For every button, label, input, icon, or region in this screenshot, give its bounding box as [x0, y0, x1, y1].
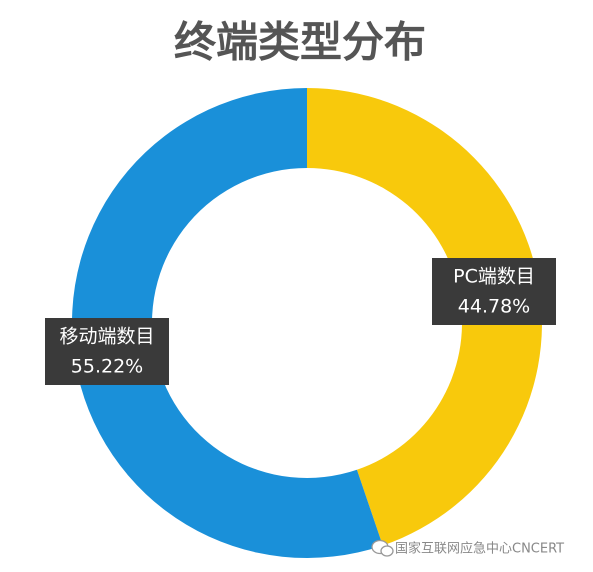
donut-segment	[71, 88, 383, 559]
chart-title: 终端类型分布	[174, 18, 426, 67]
label-box	[45, 318, 169, 385]
value-label: 44.78%	[458, 296, 530, 318]
value-label: 55.22%	[71, 356, 143, 378]
segment-label: 移动端数目	[59, 326, 154, 348]
labels: PC端数目 44.78% 移动端数目 55.22%	[45, 258, 556, 385]
donut-segment	[307, 88, 542, 546]
wechat-icon	[380, 545, 394, 557]
label-box	[432, 258, 556, 325]
watermark: 国家互联网应急中心CNCERT	[371, 539, 564, 557]
ring	[71, 88, 542, 559]
segment-label: PC端数目	[453, 266, 535, 288]
watermark-text: 国家互联网应急中心CNCERT	[395, 541, 564, 557]
